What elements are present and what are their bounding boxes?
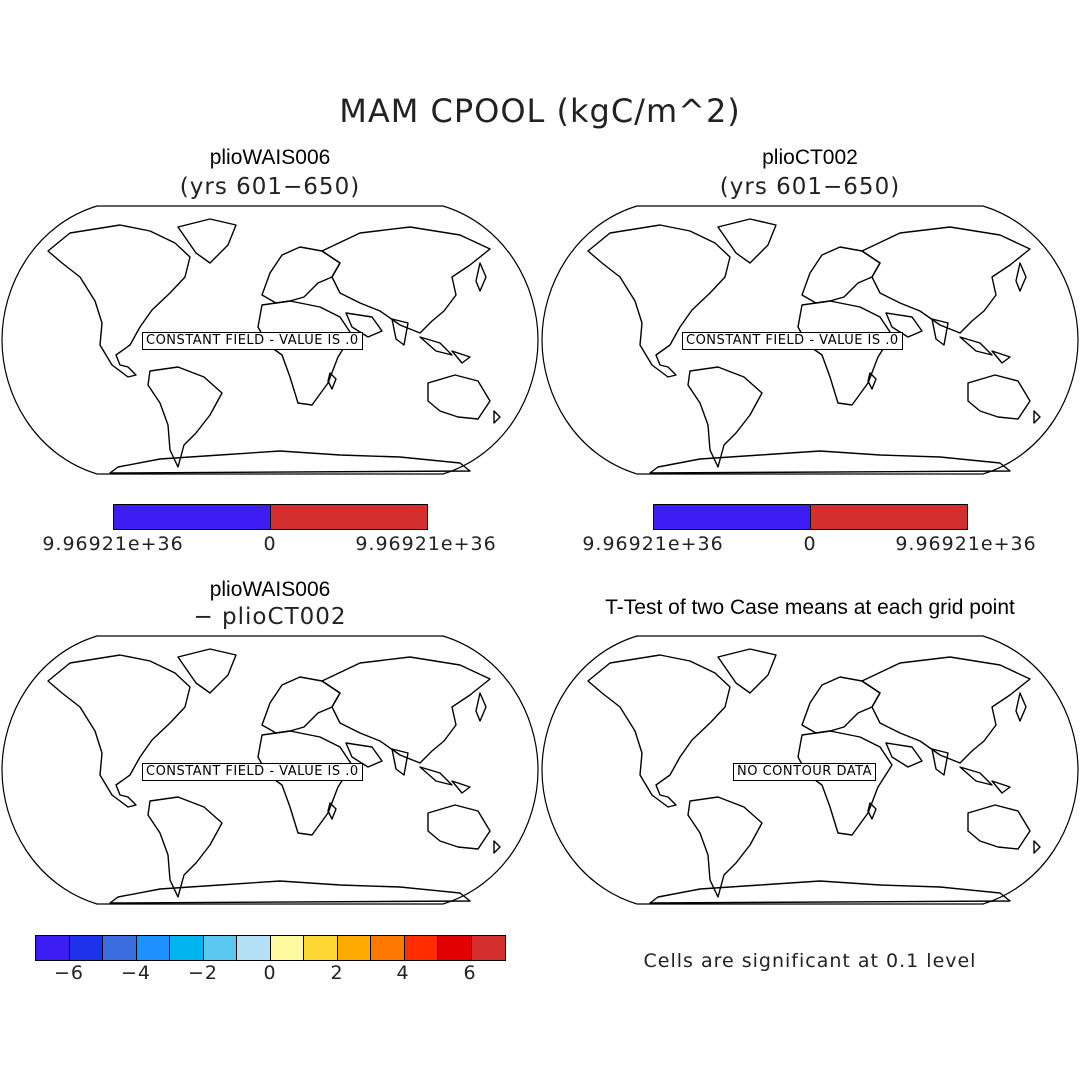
- colorbar-cell: [136, 936, 170, 960]
- coastline-south-america: [687, 796, 763, 898]
- coastline-australia: [427, 804, 491, 850]
- coastline-australia: [967, 374, 1031, 420]
- panel-2-field-label: CONSTANT FIELD - VALUE IS .0: [682, 332, 903, 350]
- coastline-asia: [861, 656, 1031, 764]
- coastline-se-asia: [959, 766, 1011, 794]
- coastline-greenland: [717, 648, 777, 694]
- coastline-greenland: [177, 648, 237, 694]
- colorbar-cell: [654, 505, 811, 529]
- colorbar-cell: [170, 936, 204, 960]
- coastline-antarctica: [649, 450, 1011, 474]
- panel-1-field-label: CONSTANT FIELD - VALUE IS .0: [142, 332, 363, 350]
- colorbar-cell: [36, 936, 70, 960]
- coastline-islands: [327, 692, 501, 854]
- coastline-south-america: [147, 796, 223, 898]
- coastline-arabia-india: [885, 312, 949, 346]
- coastline-arabia-india: [345, 312, 409, 346]
- colorbar-cell: [237, 936, 271, 960]
- coastline-islands: [867, 262, 1041, 424]
- coastline-antarctica: [109, 880, 471, 904]
- colorbar-panel-3-tick: −2: [187, 962, 219, 984]
- colorbar-panel-2: [653, 504, 968, 530]
- coastline-antarctica: [109, 450, 471, 474]
- coastline-islands: [327, 262, 501, 424]
- colorbar-panel-3-tick: −6: [53, 962, 85, 984]
- colorbar-panel-3-tick: 2: [330, 962, 344, 984]
- coastline-south-america: [147, 366, 223, 468]
- coastline-asia: [321, 656, 491, 764]
- panel-3-subtitle: − plioCT002: [193, 604, 347, 630]
- colorbar-panel-3-tick: −4: [120, 962, 152, 984]
- colorbar-cell: [810, 505, 967, 529]
- colorbar-panel-3-tick: 6: [463, 962, 477, 984]
- colorbar-panel-1-tick: 9.96921e+36: [42, 533, 184, 555]
- colorbar-cell: [304, 936, 338, 960]
- panel-1-title: plioWAIS006: [209, 146, 331, 169]
- coastline-greenland: [177, 218, 237, 264]
- panel-3-title: plioWAIS006: [209, 578, 331, 601]
- colorbar-cell: [103, 936, 137, 960]
- colorbar-cell: [337, 936, 371, 960]
- coastline-south-america: [687, 366, 763, 468]
- coastline-north-america: [587, 224, 731, 378]
- colorbar-panel-1-tick: 9.96921e+36: [355, 533, 497, 555]
- panel-1-subtitle: (yrs 601−650): [179, 174, 361, 200]
- coastline-se-asia: [419, 766, 471, 794]
- colorbar-panel-2-tick: 0: [803, 533, 817, 555]
- panel-4-title: T-Test of two Case means at each grid po…: [605, 596, 1015, 619]
- coastline-north-america: [47, 654, 191, 808]
- colorbar-cell: [203, 936, 237, 960]
- coastline-islands: [867, 692, 1041, 854]
- coastline-north-america: [587, 654, 731, 808]
- coastline-asia: [321, 226, 491, 334]
- colorbar-panel-3-tick: 4: [396, 962, 410, 984]
- coastline-antarctica: [649, 880, 1011, 904]
- colorbar-panel-3-tick: 0: [263, 962, 277, 984]
- coastline-australia: [967, 804, 1031, 850]
- figure-title: MAM CPOOL (kgC/m^2): [339, 92, 741, 130]
- colorbar-cell: [114, 505, 271, 529]
- colorbar-cell: [404, 936, 438, 960]
- coastline-arabia-india: [885, 742, 949, 776]
- colorbar-panel-1: [113, 504, 428, 530]
- panel-4-field-label: NO CONTOUR DATA: [733, 763, 876, 781]
- coastline-se-asia: [419, 336, 471, 364]
- colorbar-panel-2-tick: 9.96921e+36: [582, 533, 724, 555]
- colorbar-panel-2-tick: 9.96921e+36: [895, 533, 1037, 555]
- coastline-asia: [861, 226, 1031, 334]
- colorbar-cell: [270, 936, 304, 960]
- colorbar-panel-1-tick: 0: [263, 533, 277, 555]
- colorbar-cell: [471, 936, 505, 960]
- panel-2-subtitle: (yrs 601−650): [719, 174, 901, 200]
- coastline-australia: [427, 374, 491, 420]
- colorbar-cell: [438, 936, 472, 960]
- colorbar-cell: [371, 936, 405, 960]
- coastline-se-asia: [959, 336, 1011, 364]
- panel-2-title: plioCT002: [762, 146, 858, 169]
- coastline-north-america: [47, 224, 191, 378]
- colorbar-cell: [69, 936, 103, 960]
- colorbar-cell: [270, 505, 427, 529]
- coastline-greenland: [717, 218, 777, 264]
- significance-note: Cells are significant at 0.1 level: [643, 950, 977, 972]
- coastline-arabia-india: [345, 742, 409, 776]
- colorbar-panel-3: [35, 935, 506, 961]
- panel-3-field-label: CONSTANT FIELD - VALUE IS .0: [142, 763, 363, 781]
